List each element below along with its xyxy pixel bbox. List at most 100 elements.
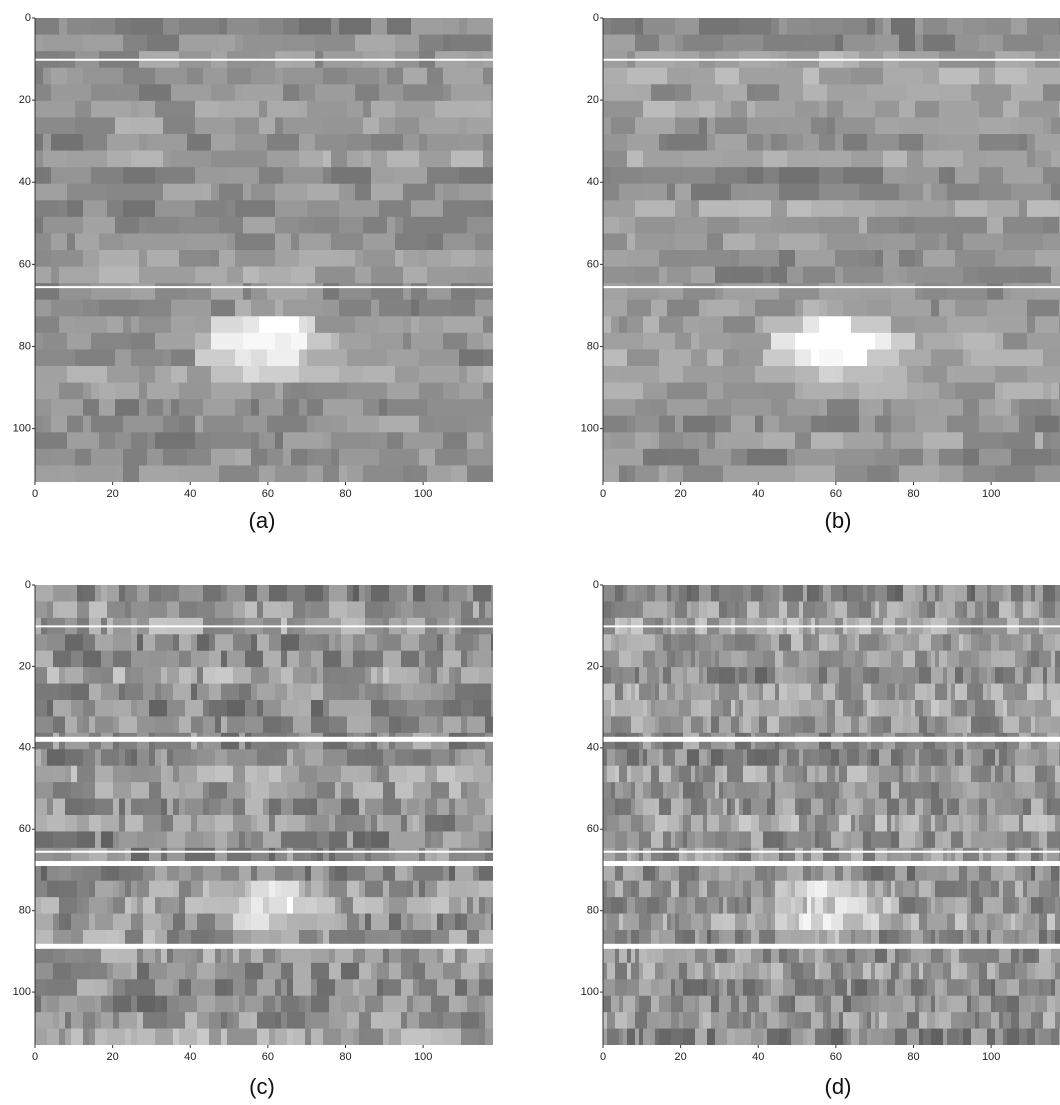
pixel-cell xyxy=(323,68,348,85)
pixel-cell xyxy=(451,250,476,267)
pixel-cell xyxy=(317,1029,324,1046)
pixel-cell xyxy=(787,217,820,234)
pixel-cell xyxy=(115,465,124,482)
pixel-cell xyxy=(827,716,836,733)
pixel-cell xyxy=(379,84,404,101)
pixel-cell xyxy=(931,749,944,766)
pixel-cell xyxy=(1015,881,1024,898)
pixel-cell xyxy=(1015,700,1024,717)
pixel-cell xyxy=(703,914,712,931)
pixel-cell xyxy=(819,217,860,234)
pixel-cell xyxy=(485,749,504,766)
pixel-cell xyxy=(341,897,354,914)
pixel-cell xyxy=(639,601,644,618)
pixel-cell xyxy=(251,1012,258,1029)
pixel-cell xyxy=(931,700,940,717)
pixel-cell xyxy=(851,667,864,684)
pixel-cell xyxy=(443,684,456,701)
pixel-cell xyxy=(947,366,956,383)
pixel-cell xyxy=(739,946,744,963)
pixel-cell xyxy=(807,979,816,996)
pixel-cell xyxy=(987,815,1000,832)
pixel-cell xyxy=(403,283,412,300)
pixel-cell xyxy=(875,601,880,618)
pixel-cell xyxy=(947,1029,960,1046)
pixel-cell xyxy=(731,449,748,466)
pixel-cell xyxy=(631,1012,636,1029)
pixel-cell xyxy=(735,979,744,996)
pixel-cell xyxy=(283,167,324,184)
pixel-cell xyxy=(715,1029,728,1046)
pixel-cell xyxy=(735,700,740,717)
pixel-cell xyxy=(269,782,288,799)
pixel-cell xyxy=(197,1012,210,1029)
pixel-cell xyxy=(827,1012,832,1029)
pixel-cell xyxy=(771,815,780,832)
pixel-cell xyxy=(703,782,716,799)
pixel-cell xyxy=(891,782,900,799)
pixel-cell xyxy=(727,1029,736,1046)
pixel-cell xyxy=(995,68,1028,85)
pixel-cell xyxy=(867,233,884,250)
pixel-cell xyxy=(91,416,124,433)
pixel-cell xyxy=(695,996,700,1013)
pixel-cell xyxy=(461,700,474,717)
pixel-cell xyxy=(915,250,924,267)
pixel-cell xyxy=(611,432,636,449)
pixel-cell xyxy=(731,399,772,416)
pixel-cell xyxy=(1031,585,1036,602)
pixel-cell xyxy=(651,831,664,848)
pixel-cell xyxy=(91,167,124,184)
pixel-cell xyxy=(65,1012,72,1029)
pixel-cell xyxy=(323,651,342,668)
pixel-cell xyxy=(467,217,500,234)
pixel-cell xyxy=(1055,979,1060,996)
pixel-cell xyxy=(235,399,252,416)
pixel-cell xyxy=(811,634,820,651)
pixel-cell xyxy=(83,700,96,717)
pixel-cell xyxy=(779,897,788,914)
pixel-cell xyxy=(461,831,480,848)
pixel-cell xyxy=(451,151,484,168)
pixel-cell xyxy=(263,700,282,717)
pixel-cell xyxy=(307,101,348,118)
pixel-cell xyxy=(341,651,354,668)
pixel-cell xyxy=(281,667,294,684)
pixel-cell xyxy=(803,799,812,816)
pixel-cell xyxy=(903,634,912,651)
pixel-cell xyxy=(1035,782,1048,799)
pixel-cell xyxy=(459,366,468,383)
pixel-cell xyxy=(691,651,696,668)
pixel-cell xyxy=(607,881,616,898)
pixel-cell xyxy=(65,979,78,996)
pixel-cell xyxy=(371,1012,384,1029)
pixel-cell xyxy=(329,585,348,602)
pixel-cell xyxy=(171,349,196,366)
pixel-cell xyxy=(747,914,756,931)
pixel-cell xyxy=(475,101,492,118)
pixel-cell xyxy=(35,349,76,366)
pixel-cell xyxy=(491,184,532,201)
pixel-cell xyxy=(95,716,114,733)
pixel-cell xyxy=(927,897,932,914)
pixel-cell xyxy=(491,35,508,52)
pixel-cell xyxy=(1027,366,1036,383)
pixel-cell xyxy=(139,399,148,416)
pixel-cell xyxy=(615,634,620,651)
pixel-cell xyxy=(835,766,840,783)
pixel-cell xyxy=(1007,815,1020,832)
pixel-cell xyxy=(1003,914,1012,931)
pixel-cell xyxy=(967,914,976,931)
pixel-cell xyxy=(919,963,924,980)
pixel-cell xyxy=(387,399,428,416)
pixel-cell xyxy=(101,651,114,668)
pixel-cell xyxy=(215,946,222,963)
pixel-cell xyxy=(763,897,776,914)
pixel-cell xyxy=(667,700,680,717)
pixel-cell xyxy=(919,601,928,618)
pixel-cell xyxy=(235,117,260,134)
pixel-cell xyxy=(323,684,342,701)
pixel-cell xyxy=(779,283,820,300)
pixel-cell xyxy=(651,432,660,449)
pixel-cell xyxy=(227,979,234,996)
